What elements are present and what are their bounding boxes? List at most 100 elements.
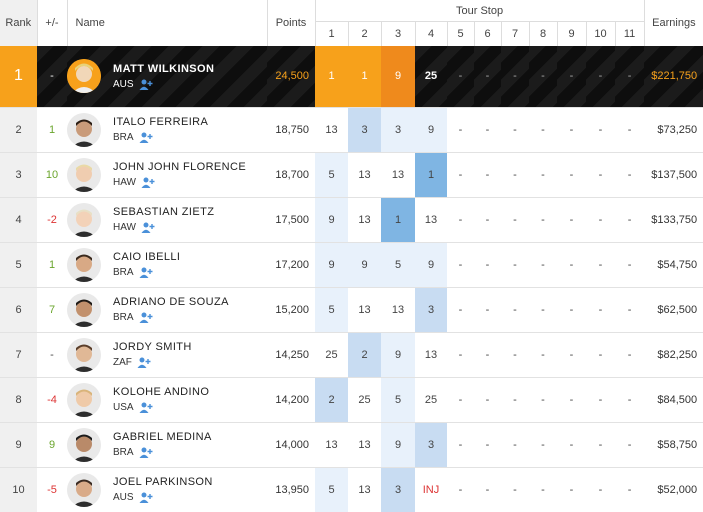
stop-result: - [447, 196, 474, 242]
follow-user-icon[interactable] [141, 177, 155, 188]
stop-result: - [615, 46, 645, 107]
tour-stop-number[interactable]: 6 [473, 21, 501, 46]
tour-stop-number[interactable]: 3 [380, 21, 415, 46]
surfer-name[interactable]: ITALO FERREIRA [113, 116, 209, 128]
change-cell: - [37, 331, 67, 377]
tour-stop-number[interactable]: 10 [585, 21, 615, 46]
stop-result: 9 [381, 421, 415, 467]
surfer-cell[interactable]: MATT WILKINSON AUS [67, 46, 267, 107]
points-cell: 13,950 [267, 466, 315, 512]
surfer-cell[interactable]: CAIO IBELLI BRA [67, 241, 267, 287]
surfer-name[interactable]: CAIO IBELLI [113, 251, 181, 263]
tour-stop-header: Tour Stop [314, 0, 645, 22]
follow-user-icon[interactable] [139, 132, 153, 143]
stop-result: - [557, 106, 586, 152]
stop-result: - [501, 286, 529, 332]
avatar [67, 112, 101, 147]
follow-user-icon[interactable] [139, 402, 153, 413]
country-label: BRA [113, 447, 134, 458]
tour-stop-number[interactable]: 7 [500, 21, 529, 46]
surfer-cell[interactable]: KOLOHE ANDINO USA [67, 376, 267, 422]
surfer-name[interactable]: KOLOHE ANDINO [113, 386, 210, 398]
follow-user-icon[interactable] [139, 267, 153, 278]
change-cell: -4 [37, 376, 67, 422]
tour-stop-number[interactable]: 4 [414, 21, 447, 46]
stop-result: - [447, 376, 474, 422]
stop-result: 9 [348, 241, 381, 287]
follow-user-icon[interactable] [139, 492, 153, 504]
stop-result: 25 [315, 331, 348, 377]
ranking-row[interactable]: 10 -5 JOEL PARKINSON AUS 13,950 5 13 3 INJ - - -… [0, 466, 703, 512]
points-cell: 17,500 [267, 196, 315, 242]
stop-result: - [501, 106, 529, 152]
ranking-row[interactable]: 7- JORDY SMITH ZAF 14,250 25 2 9 13- - - - - - - $8… [0, 331, 703, 377]
follow-user-icon[interactable] [139, 447, 153, 458]
surfer-name[interactable]: JOEL PARKINSON [113, 476, 213, 489]
surfer-name[interactable]: JORDY SMITH [113, 341, 192, 353]
ranking-row[interactable]: 3 10 JOHN JOHN FLORENCE HAW 18,700 5 13 13 1-… [0, 151, 703, 197]
surfer-name[interactable]: MATT WILKINSON [113, 62, 215, 75]
points-header[interactable]: Points [266, 0, 315, 46]
follow-user-icon[interactable] [137, 357, 151, 368]
name-header[interactable]: Name [66, 0, 267, 46]
leader-row[interactable]: 1 - MATT WILKINSON AUS 24,500 1 1 [0, 46, 703, 107]
follow-user-icon[interactable] [141, 222, 155, 233]
stop-result: - [501, 241, 529, 287]
surfer-name[interactable]: GABRIEL MEDINA [113, 431, 212, 443]
stop-result: 3 [348, 106, 381, 152]
points-cell: 24,500 [267, 46, 315, 107]
stop-result: - [615, 421, 645, 467]
surfer-cell[interactable]: ITALO FERREIRA BRA [67, 106, 267, 152]
stop-result: - [501, 196, 529, 242]
earnings-header[interactable]: Earnings [643, 0, 703, 46]
stop-result: - [586, 331, 615, 377]
stop-result: - [557, 196, 586, 242]
stop-result: 3 [415, 421, 447, 467]
country-code: ZAF [113, 357, 192, 368]
stop-result: 13 [348, 421, 381, 467]
tour-stop-number[interactable]: 11 [614, 21, 645, 46]
rank-header[interactable]: Rank [0, 0, 37, 46]
stop-result: - [447, 331, 474, 377]
country-label: AUS [113, 78, 134, 90]
change-header[interactable]: +/- [36, 0, 67, 46]
stop-result: - [501, 331, 529, 377]
rank-cell: 2 [0, 106, 37, 152]
follow-user-icon[interactable] [139, 312, 153, 323]
stop-result: 9 [381, 46, 415, 107]
surfer-name[interactable]: JOHN JOHN FLORENCE [113, 161, 247, 173]
earnings-cell: $82,250 [644, 331, 703, 377]
surfer-cell[interactable]: SEBASTIAN ZIETZ HAW [67, 196, 267, 242]
tour-stop-number[interactable]: 9 [556, 21, 586, 46]
avatar [67, 427, 101, 462]
tour-stop-number[interactable]: 5 [446, 21, 474, 46]
surfer-cell[interactable]: JOHN JOHN FLORENCE HAW [67, 151, 267, 197]
surfer-name[interactable]: SEBASTIAN ZIETZ [113, 206, 215, 218]
avatar [67, 472, 101, 507]
country-label: ZAF [113, 357, 132, 368]
change-cell: 1 [37, 106, 67, 152]
rank-cell: 3 [0, 151, 37, 197]
stop-result: - [474, 466, 501, 512]
earnings-cell: $137,500 [644, 151, 703, 197]
stop-result: - [474, 106, 501, 152]
surfer-cell[interactable]: JOEL PARKINSON AUS [67, 466, 267, 512]
tour-stop-number[interactable]: 2 [347, 21, 381, 46]
surfer-name[interactable]: ADRIANO DE SOUZA [113, 296, 229, 308]
tour-stop-number[interactable]: 8 [528, 21, 557, 46]
follow-user-icon[interactable] [139, 79, 153, 90]
tour-stop-number[interactable]: 1 [314, 21, 348, 46]
ranking-row[interactable]: 4 -2 SEBASTIAN ZIETZ HAW 17,500 9 13 1 13- - - -… [0, 196, 703, 242]
surfer-cell[interactable]: GABRIEL MEDINA BRA [67, 421, 267, 467]
change-cell: 9 [37, 421, 67, 467]
surfer-cell[interactable]: JORDY SMITH ZAF [67, 331, 267, 377]
surfer-cell[interactable]: ADRIANO DE SOUZA BRA [67, 286, 267, 332]
country-code: HAW [113, 222, 214, 233]
stop-result: 5 [315, 151, 348, 197]
ranking-row[interactable]: 8 -4 KOLOHE ANDINO USA 14,200 2 25 5 25- - - - - -… [0, 376, 703, 422]
